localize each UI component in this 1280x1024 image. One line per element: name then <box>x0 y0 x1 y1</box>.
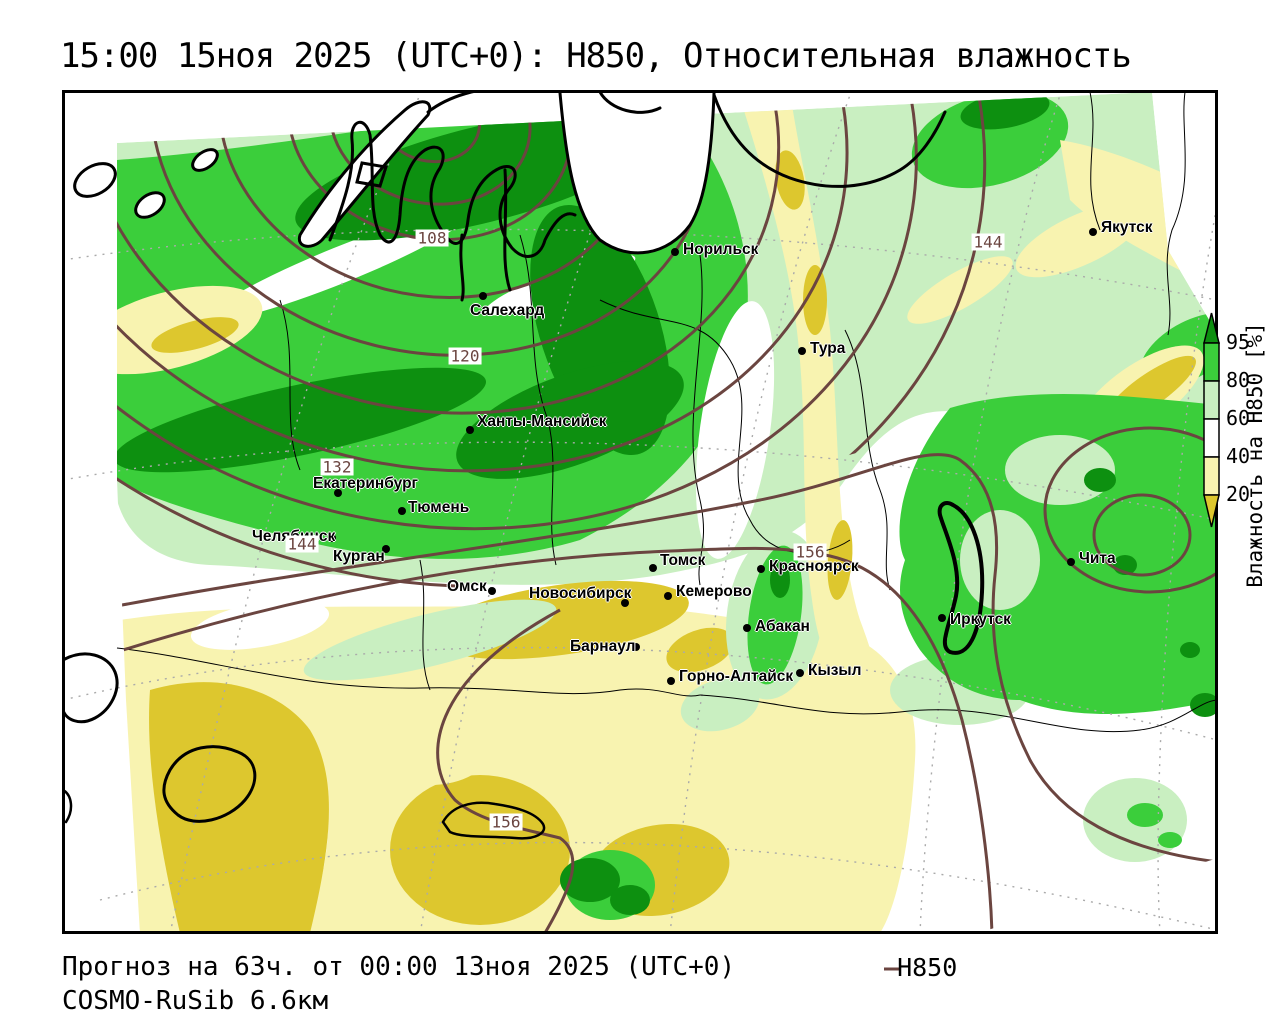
island <box>191 148 219 172</box>
city-label: Барнаул <box>570 638 636 655</box>
city-label: Омск <box>447 578 487 595</box>
city-label: Красноярск <box>769 558 859 575</box>
island <box>73 162 117 198</box>
legend-label: H850 <box>897 953 958 982</box>
city-dot <box>328 534 336 542</box>
city-label: Горно-Алтайск <box>679 668 794 685</box>
city-dot <box>938 614 946 622</box>
city-dot <box>382 545 390 553</box>
city-dot <box>398 507 406 515</box>
ob-estuary <box>503 168 512 292</box>
city-label: Салехард <box>470 302 545 319</box>
colorbar-tick: 95 <box>1226 329 1251 354</box>
coast-fragment <box>598 92 662 114</box>
colorbar <box>1203 312 1220 528</box>
contour-label: 108 <box>415 228 449 248</box>
contour-label: 132 <box>320 457 354 477</box>
island <box>134 191 166 219</box>
city-dot <box>621 599 629 607</box>
colorbar-tick: 40 <box>1226 443 1251 468</box>
city-dot <box>488 587 496 595</box>
colorbar-title: Влажность на H850 [%] <box>1243 322 1267 588</box>
colorbar-seg-60-80 <box>1203 380 1220 420</box>
city-label: Курган <box>333 548 385 565</box>
contour-label: 144 <box>285 534 319 554</box>
colorbar-tick: 60 <box>1226 405 1251 430</box>
city-dot <box>466 426 474 434</box>
city-label: Кызыл <box>808 662 862 679</box>
colorbar-seg-80-95 <box>1203 342 1220 382</box>
map-frame <box>62 90 1218 934</box>
contour-east-outer-ring <box>1043 426 1218 594</box>
legend: —H850 <box>884 953 957 982</box>
novaya-zemlya-north-island <box>426 92 479 114</box>
city-label: Абакан <box>755 618 810 635</box>
contour-label: 156 <box>489 812 523 832</box>
city-label: Новосибирск <box>529 585 632 602</box>
ob-estuary <box>459 233 465 302</box>
city-label: Якутск <box>1101 219 1153 236</box>
city-dot <box>796 669 804 677</box>
contour-156-hook <box>436 608 575 934</box>
city-dot <box>743 624 751 632</box>
city-label: Норильск <box>683 241 759 258</box>
lake <box>162 745 257 823</box>
city-label: Чита <box>1079 550 1116 567</box>
colorbar-arrow-below-20 <box>1203 494 1220 528</box>
legend-line-sample: — <box>884 953 899 982</box>
arctic-coast-east <box>712 93 947 188</box>
page-title: 15:00 15ноя 2025 (UTC+0): H850, Относите… <box>60 36 1132 76</box>
contour-150 <box>117 453 1218 864</box>
city-dot <box>671 248 679 256</box>
graticule <box>64 94 1216 932</box>
colorbar-seg-40-60 <box>1203 418 1220 458</box>
city-label: Тюмень <box>408 499 470 516</box>
taymyr-bay <box>558 92 716 255</box>
contour-label: 144 <box>971 232 1005 252</box>
lake <box>441 801 546 840</box>
contour-east-inner-ring <box>1092 493 1192 577</box>
city-dot <box>632 643 640 651</box>
city-label: Томск <box>660 552 706 569</box>
model-info: COSMO-RuSib 6.6км <box>62 986 329 1016</box>
city-dot <box>1089 228 1097 236</box>
city-label: Кемерово <box>676 583 752 600</box>
lake <box>64 789 73 824</box>
city-dot <box>667 677 675 685</box>
city-label: Екатеринбург <box>313 475 418 492</box>
city-dot <box>757 565 765 573</box>
forecast-info: Прогноз на 63ч. от 00:00 13ноя 2025 (UTC… <box>62 952 736 982</box>
city-label: Ханты-Мансийск <box>477 413 607 430</box>
coastlines <box>64 92 985 840</box>
lake-baikal <box>937 501 985 655</box>
city-label: Тура <box>810 340 846 357</box>
city-dot <box>664 592 672 600</box>
colorbar-tick: 80 <box>1226 367 1251 392</box>
city-dot <box>798 347 806 355</box>
colorbar-tick: 20 <box>1226 481 1251 506</box>
lake <box>64 652 119 724</box>
island <box>355 161 388 188</box>
colorbar-seg-20-40 <box>1203 456 1220 496</box>
city-dot <box>479 292 487 300</box>
city-dot <box>334 489 342 497</box>
novaya-zemlya-south-island <box>297 100 432 248</box>
city-label: Иркутск <box>950 611 1011 628</box>
city-dot <box>649 564 657 572</box>
city-dot <box>1067 558 1075 566</box>
contour-label: 156 <box>793 542 827 562</box>
contour-label: 120 <box>448 346 482 366</box>
